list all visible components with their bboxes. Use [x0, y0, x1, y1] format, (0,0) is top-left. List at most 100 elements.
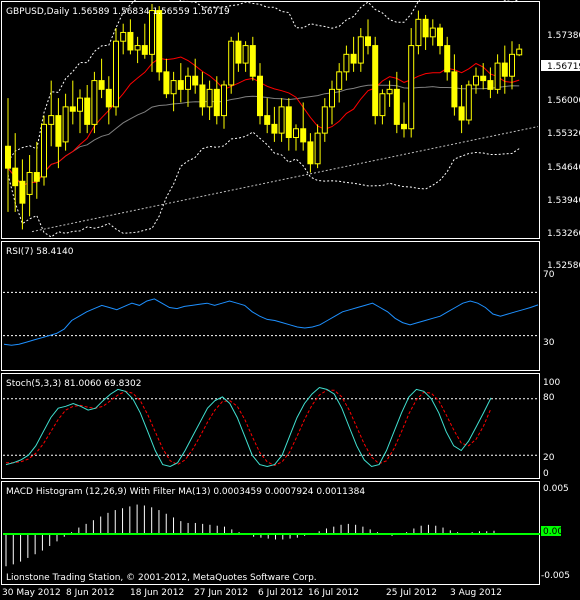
- candle-body-bull: [149, 10, 155, 55]
- date-label: 27 Jun 2012: [194, 588, 248, 598]
- candle-body-bear: [422, 18, 429, 38]
- candle-body-bear: [98, 80, 105, 90]
- candle-body-bear: [257, 75, 263, 117]
- candle-body-bear: [105, 88, 112, 108]
- candle-body-bull: [134, 45, 141, 51]
- candle-body-bear: [33, 172, 40, 182]
- macd-zero-tag: [541, 526, 561, 536]
- main-pane-frame: [1, 1, 540, 239]
- stoch-pane-frame: [1, 373, 540, 479]
- candle-body-bull: [415, 18, 422, 47]
- candle-body-bear: [300, 128, 307, 143]
- candle-body-bear: [285, 106, 292, 139]
- candle-body-bear: [365, 36, 371, 47]
- rsi-tick-70: 70: [543, 270, 555, 280]
- date-label: 6 Jul 2012: [258, 588, 303, 598]
- price-tick-label: 1.52580: [547, 261, 580, 271]
- stoch-tick-0: 0: [543, 469, 549, 479]
- date-label: 3 Aug 2012: [450, 588, 502, 598]
- candle-body-bull: [429, 27, 436, 38]
- candle-body-bull: [386, 88, 393, 95]
- candle-body-bull: [494, 62, 501, 90]
- candle-body-bear: [487, 80, 494, 90]
- candle-body-bull: [48, 115, 55, 125]
- stoch-layer: [3, 386, 538, 468]
- price-tick-label: 1.56000: [547, 96, 580, 106]
- candle-body-bear: [372, 45, 379, 117]
- rsi-header: RSI(7) 58.4140: [6, 247, 74, 257]
- candle-body-bull: [221, 84, 227, 117]
- candle-body-bear: [12, 167, 19, 187]
- candle-body-bull: [465, 84, 472, 121]
- price-tick-label: 1.54640: [547, 163, 580, 173]
- candle-body-bull: [120, 31, 127, 42]
- candle-body-bull: [329, 88, 335, 108]
- rsi-layer: [3, 291, 539, 346]
- candle-body-bear: [264, 115, 271, 125]
- macd-layer: [3, 504, 540, 567]
- candle-body-bear: [271, 123, 278, 134]
- candle-body-bull: [314, 132, 321, 165]
- upper-band-line: [7, 0, 520, 162]
- candle-body-bear: [480, 75, 487, 82]
- current-price-tag: [541, 60, 580, 71]
- stoch-tick-20: 20: [543, 453, 555, 463]
- date-label: 18 Jun 2012: [130, 588, 184, 598]
- candle-body-bull: [228, 40, 235, 86]
- rsi-pane-frame: [1, 241, 540, 371]
- candle-body-bull: [516, 48, 523, 56]
- price-tick-label: 1.57380: [547, 31, 580, 41]
- candle-body-bull: [343, 53, 350, 73]
- stoch-main-line: [5, 386, 492, 468]
- rsi-tick-30: 30: [543, 338, 555, 348]
- candle-body-bear: [156, 10, 163, 73]
- candle-body-bull: [206, 88, 213, 108]
- price-tick-label: 1.53260: [547, 229, 580, 239]
- candle-body-bull: [278, 106, 285, 134]
- candle-body-bear: [213, 88, 220, 117]
- candle-body-bull: [336, 71, 343, 90]
- candle-body-bear: [163, 71, 170, 95]
- long-ma-line: [7, 84, 520, 187]
- candle-body-bear: [437, 27, 443, 47]
- candle-body-bear: [235, 40, 242, 64]
- stoch-tick-80: 80: [543, 393, 555, 403]
- candle-body-bull: [41, 123, 47, 178]
- current-price-label: 1.56719: [547, 62, 580, 72]
- moving-average-line: [7, 56, 520, 187]
- price-axis: 1.57380 1.56719 1.56000 1.55320 1.54640 …: [541, 31, 580, 271]
- date-label: 25 Jul 2012: [386, 588, 437, 598]
- price-tick-label: 1.55320: [547, 129, 580, 139]
- candle-body-bear: [444, 45, 451, 73]
- candle-body-bear: [5, 145, 11, 169]
- candle-body-bull: [62, 106, 69, 143]
- candle-body-bear: [249, 45, 256, 77]
- candle-body-bear: [69, 106, 76, 112]
- main-overlays: [7, 0, 539, 238]
- candle-body-bear: [127, 31, 134, 51]
- candle-body-bear: [84, 97, 91, 125]
- date-axis: 30 May 2012 8 Jun 2012 18 Jun 2012 27 Ju…: [2, 588, 502, 598]
- candle-body-bull: [379, 93, 386, 117]
- candle-body-bear: [458, 106, 465, 121]
- candle-body-bull: [26, 172, 33, 195]
- macd-tick-bottom: -0.005: [541, 571, 570, 581]
- candle-body-bull: [408, 45, 415, 130]
- macd-tick-top: 0.005: [543, 484, 569, 494]
- candle-body-bear: [451, 71, 458, 108]
- candles-group: [5, 4, 523, 230]
- candle-body-bull: [170, 80, 177, 95]
- date-label: 8 Jun 2012: [66, 588, 114, 598]
- candle-body-bear: [199, 84, 206, 108]
- stoch-signal-line: [6, 389, 492, 467]
- candle-body-bull: [473, 75, 479, 86]
- rsi-line: [3, 298, 539, 346]
- date-label: 30 May 2012: [2, 588, 61, 598]
- candle-body-bear: [177, 80, 184, 90]
- candle-body-bull: [357, 36, 364, 64]
- candle-body-bull: [509, 53, 515, 77]
- footer-copyright: Lionstone Trading Station, © 2001-2012, …: [6, 573, 317, 583]
- macd-header: MACD Histogram (12,26,9) With Filter MA(…: [6, 487, 365, 497]
- date-label: 16 Jul 2012: [308, 588, 359, 598]
